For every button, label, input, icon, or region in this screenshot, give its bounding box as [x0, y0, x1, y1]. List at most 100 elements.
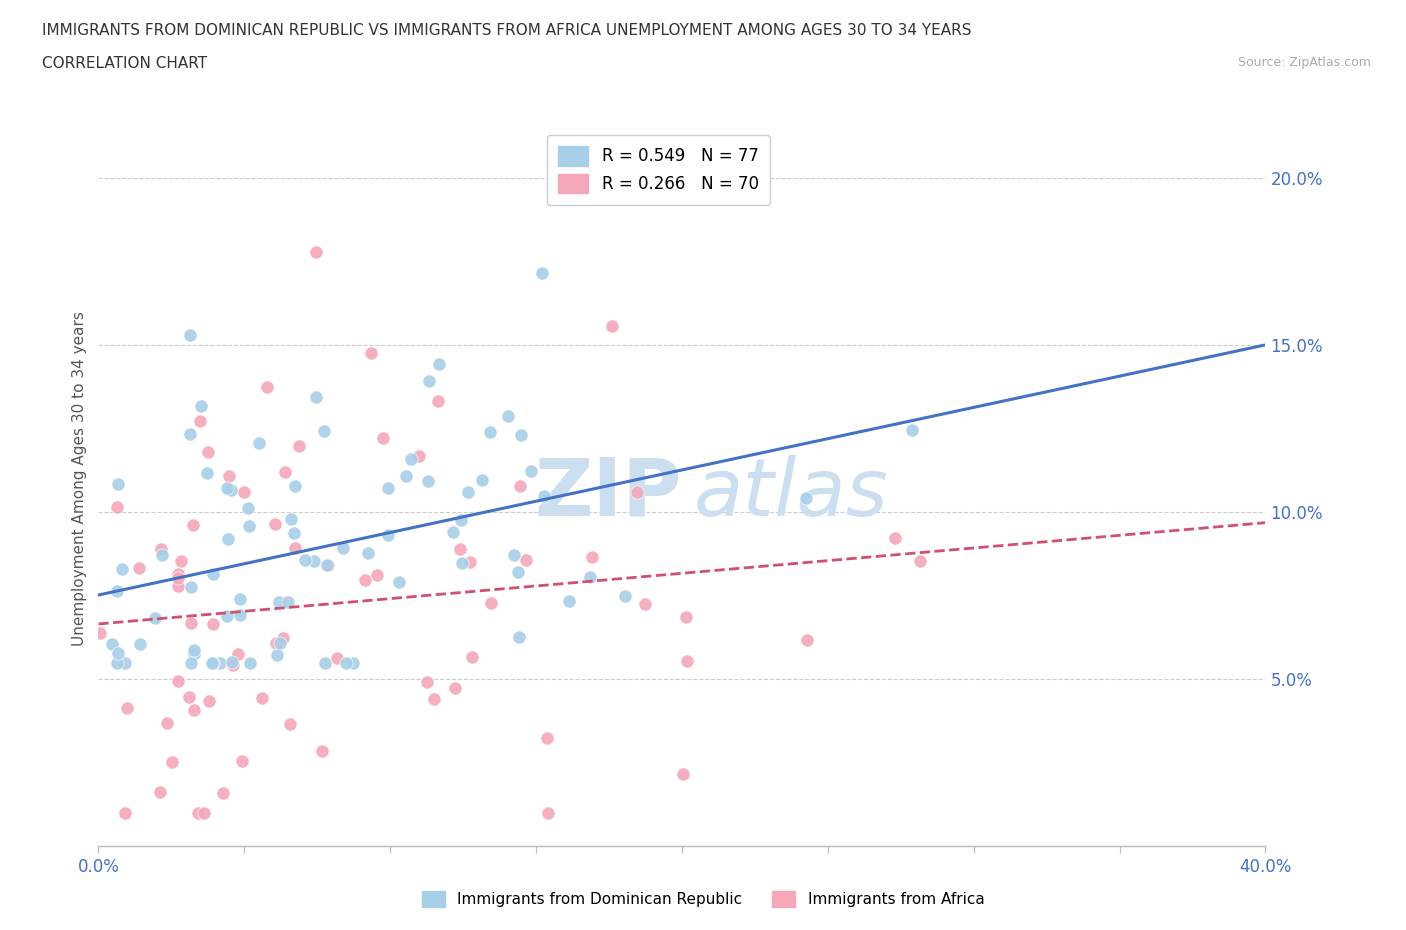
Point [356, 545, 378, 560]
Point [360, 345, 382, 360]
Point [284, 540, 307, 555]
Point [150, 542, 173, 557]
Point [231, 753, 253, 768]
Point [114, 805, 136, 820]
Point [332, 540, 354, 555]
Point [228, 607, 250, 622]
Point [312, 424, 335, 439]
Legend: R = 0.549   N = 77, R = 0.266   N = 70: R = 0.549 N = 77, R = 0.266 N = 70 [547, 135, 770, 205]
Point [239, 656, 262, 671]
Point [197, 694, 219, 709]
Point [179, 328, 201, 343]
Point [277, 594, 299, 609]
Point [427, 356, 450, 371]
Point [280, 512, 302, 526]
Point [232, 485, 254, 499]
Point [193, 805, 215, 820]
Point [353, 572, 375, 587]
Point [264, 517, 287, 532]
Point [415, 675, 437, 690]
Point [457, 485, 479, 499]
Point [252, 690, 274, 705]
Point [238, 519, 260, 534]
Legend: Immigrants from Dominican Republic, Immigrants from Africa: Immigrants from Dominican Republic, Immi… [416, 884, 990, 913]
Point [149, 785, 172, 800]
Point [371, 431, 394, 445]
Point [180, 579, 202, 594]
Point [450, 512, 472, 527]
Point [479, 424, 502, 439]
Point [314, 656, 336, 671]
Point [536, 805, 558, 820]
Point [427, 393, 450, 408]
Point [114, 656, 136, 671]
Point [278, 716, 301, 731]
Point [377, 481, 399, 496]
Point [183, 703, 205, 718]
Point [335, 656, 357, 671]
Point [107, 476, 129, 491]
Point [302, 553, 325, 568]
Point [794, 490, 817, 505]
Point [458, 554, 481, 569]
Point [509, 428, 531, 443]
Point [311, 744, 333, 759]
Point [187, 805, 209, 820]
Point [399, 452, 422, 467]
Point [89, 626, 111, 641]
Point [197, 445, 219, 459]
Point [269, 594, 291, 609]
Point [626, 485, 648, 499]
Point [451, 555, 474, 570]
Point [156, 715, 179, 730]
Point [443, 680, 465, 695]
Point [283, 525, 305, 540]
Point [166, 566, 188, 581]
Point [558, 593, 581, 608]
Point [395, 468, 418, 483]
Point [506, 565, 529, 579]
Point [128, 561, 150, 576]
Point [676, 654, 699, 669]
Point [377, 528, 399, 543]
Text: CORRELATION CHART: CORRELATION CHART [42, 56, 207, 71]
Point [342, 656, 364, 671]
Point [217, 532, 239, 547]
Point [229, 591, 252, 606]
Point [222, 658, 245, 672]
Point [315, 558, 337, 573]
Point [219, 483, 242, 498]
Point [202, 656, 225, 671]
Point [236, 500, 259, 515]
Point [247, 435, 270, 450]
Point [441, 525, 464, 539]
Point [201, 656, 224, 671]
Point [266, 647, 288, 662]
Point [169, 553, 191, 568]
Point [294, 552, 316, 567]
Point [105, 499, 128, 514]
Point [515, 553, 537, 568]
Point [408, 448, 430, 463]
Point [226, 647, 249, 662]
Point [215, 608, 238, 623]
Point [221, 655, 243, 670]
Point [325, 651, 347, 666]
Point [536, 731, 558, 746]
Text: IMMIGRANTS FROM DOMINICAN REPUBLIC VS IMMIGRANTS FROM AFRICA UNEMPLOYMENT AMONG : IMMIGRANTS FROM DOMINICAN REPUBLIC VS IM… [42, 23, 972, 38]
Point [471, 473, 494, 488]
Point [675, 610, 697, 625]
Point [884, 530, 907, 545]
Point [183, 643, 205, 658]
Point [256, 379, 278, 394]
Point [208, 656, 231, 671]
Text: atlas: atlas [693, 455, 889, 533]
Point [217, 481, 239, 496]
Point [634, 596, 657, 611]
Point [423, 691, 446, 706]
Point [128, 636, 150, 651]
Text: Source: ZipAtlas.com: Source: ZipAtlas.com [1237, 56, 1371, 69]
Point [105, 583, 128, 598]
Point [212, 786, 235, 801]
Point [796, 632, 818, 647]
